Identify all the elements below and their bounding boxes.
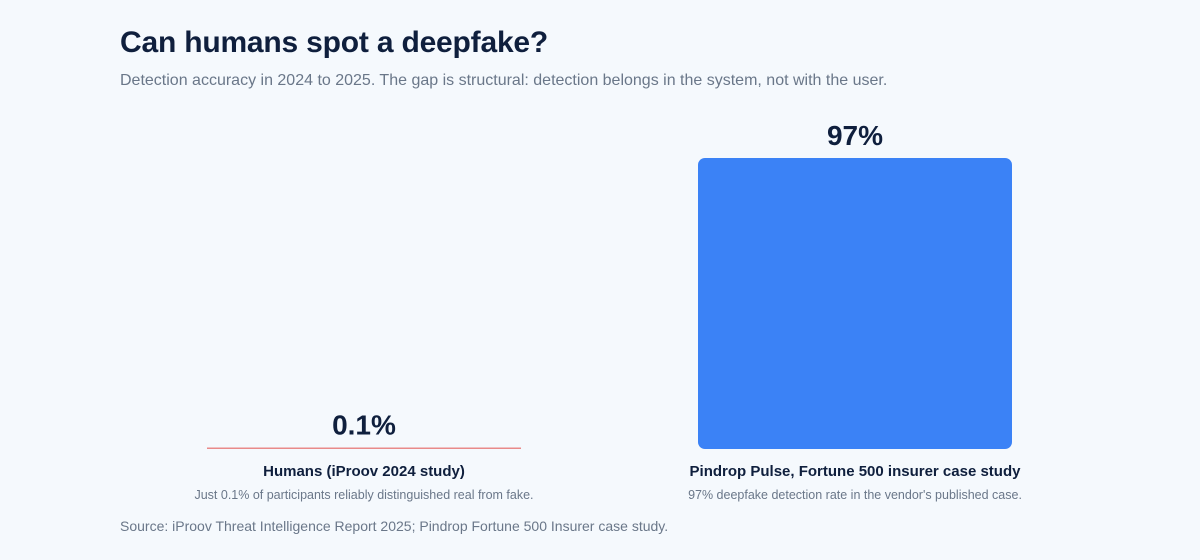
value-label-1: 0.1% [332,410,396,441]
value-label-2: 97% [827,120,883,151]
bar-description-1: Just 0.1% of participants reliably disti… [194,488,533,502]
chart-subtitle: Detection accuracy in 2024 to 2025. The … [120,72,888,89]
source-note: Source: iProov Threat Intelligence Repor… [120,518,669,534]
category-label-1: Humans (iProov 2024 study) [263,463,465,480]
bar-description-2: 97% deepfake detection rate in the vendo… [688,488,1022,502]
bar-1 [207,447,521,449]
bar-2 [698,158,1012,449]
category-label-2: Pindrop Pulse, Fortune 500 insurer case … [690,463,1022,480]
chart-title: Can humans spot a deepfake? [120,26,549,59]
